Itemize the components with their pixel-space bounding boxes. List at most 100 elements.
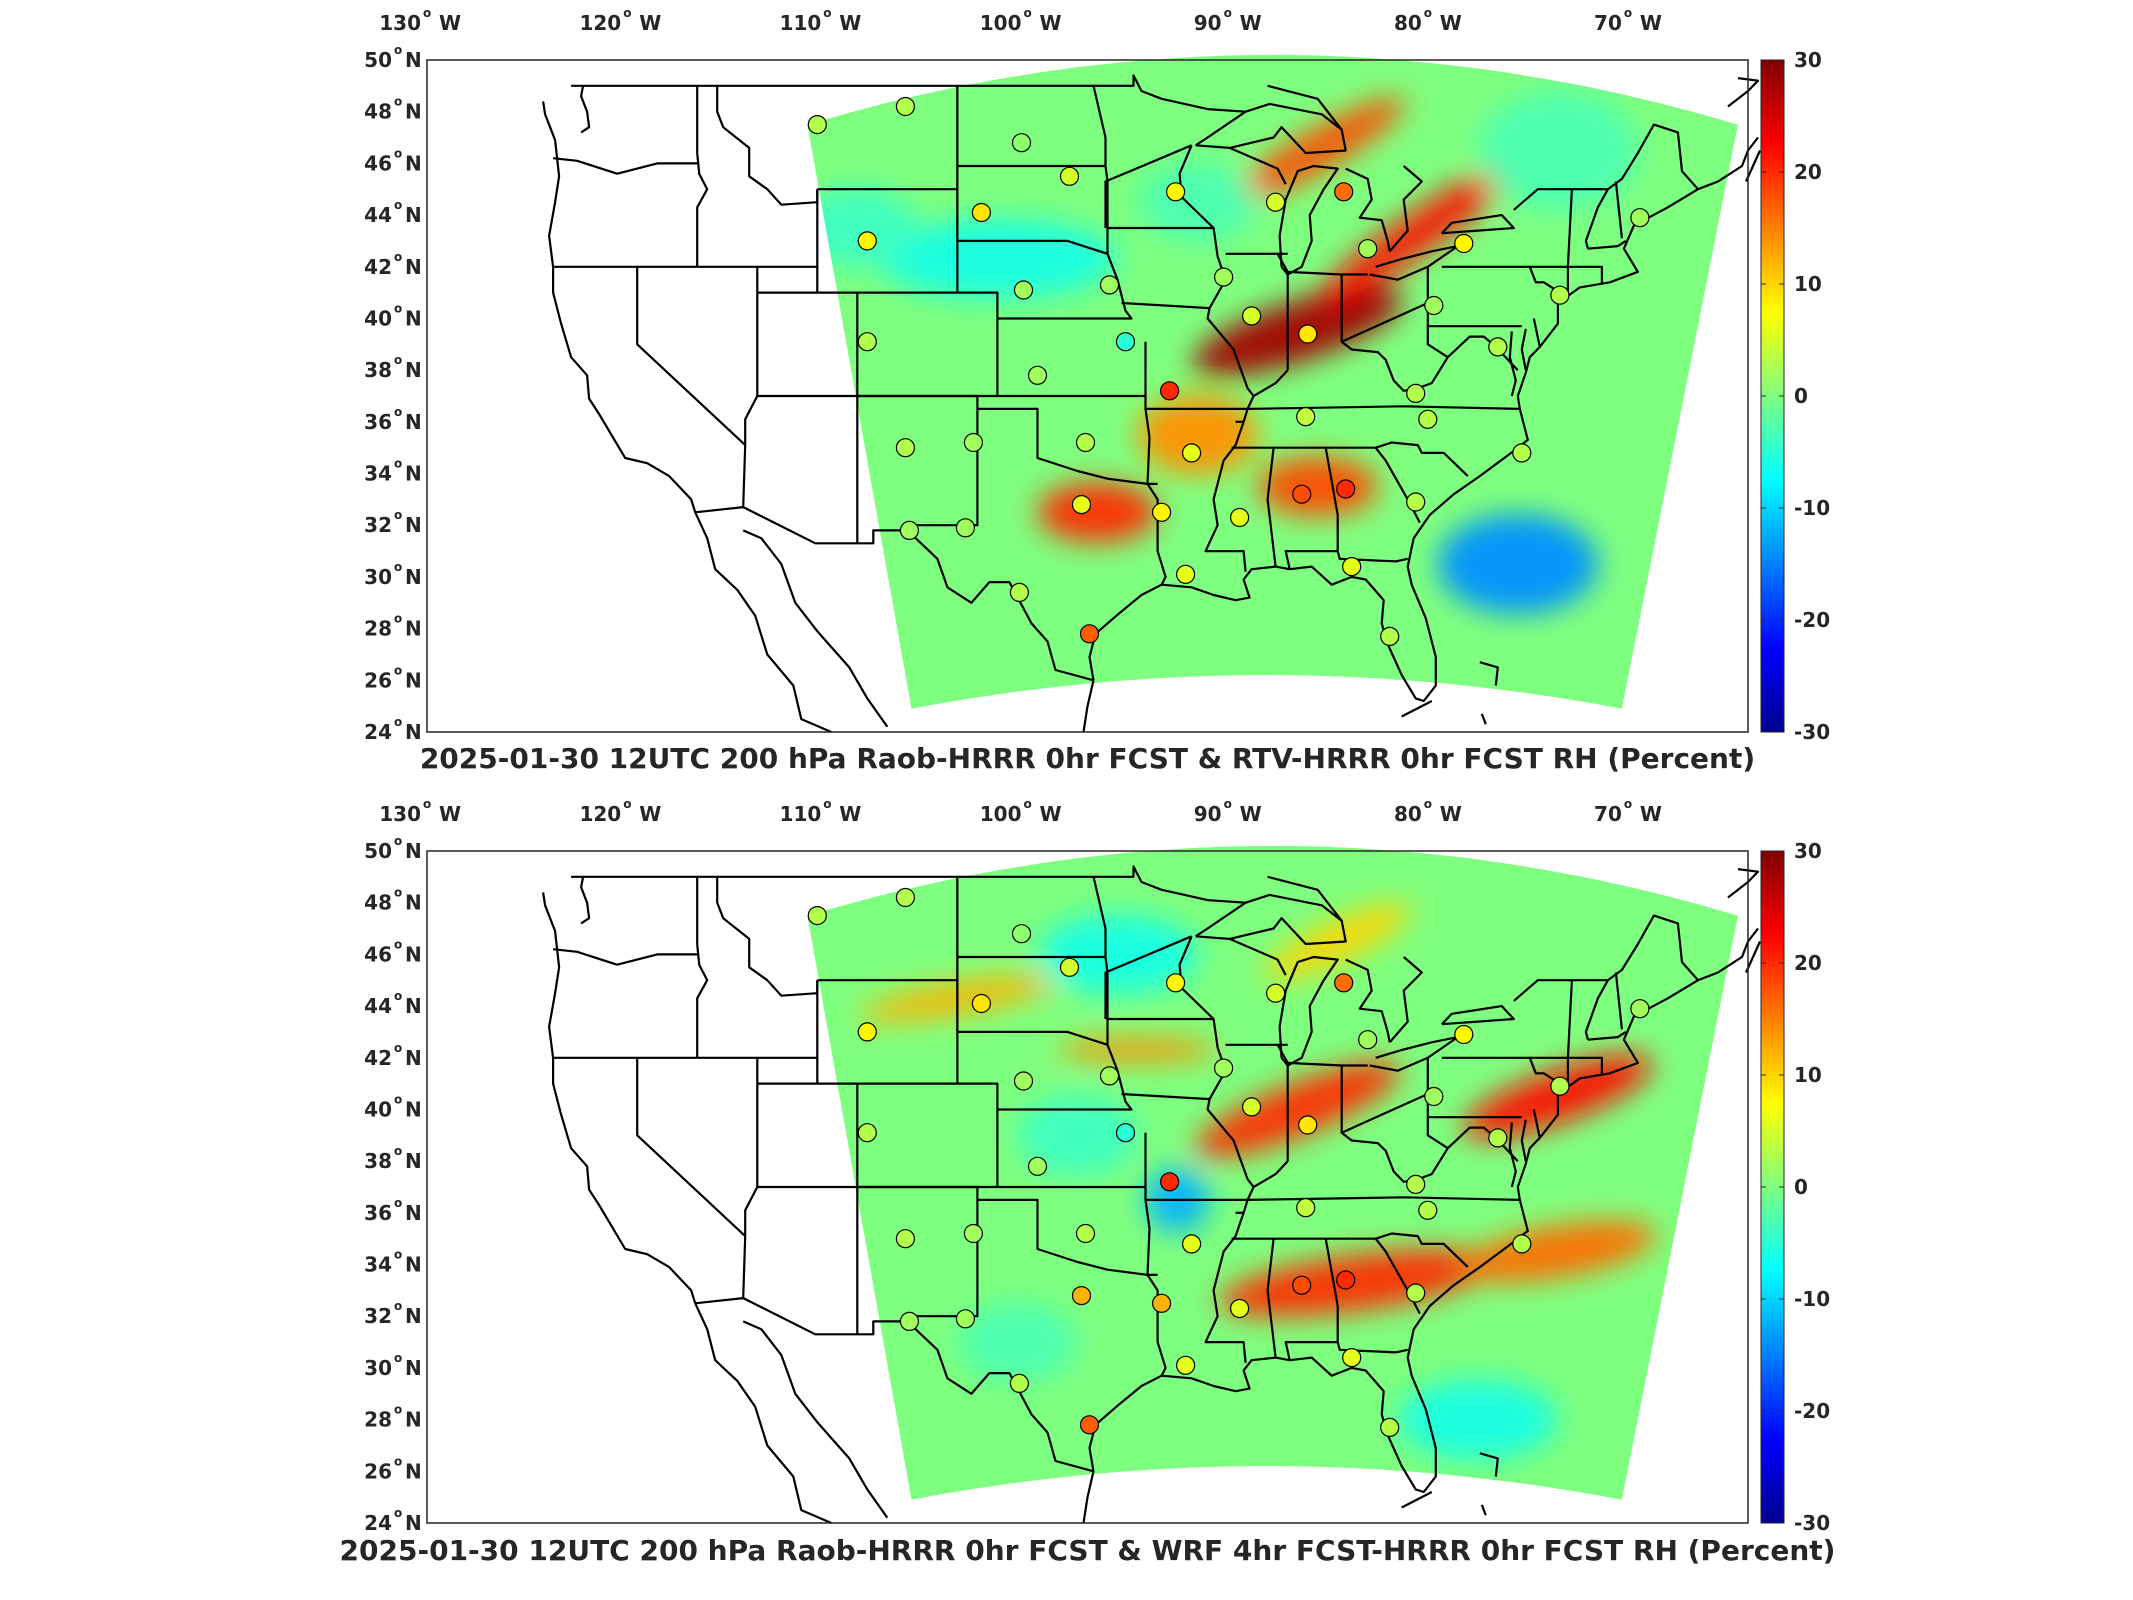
station-marker [1296, 407, 1316, 427]
map-panel-top: 130 o W 120 o W 110 o W 100 o W 90 o W 80 o W 70 o W24 o N26 o N… [364, 6, 1830, 775]
station-marker [1292, 484, 1312, 504]
station-marker [895, 438, 916, 458]
station-marker [1115, 332, 1136, 352]
station-marker [857, 1022, 877, 1042]
boundary-line [1144, 1132, 1151, 1275]
colorbar-tick-label: 0 [1794, 384, 1808, 408]
station-marker [1550, 1076, 1570, 1096]
station-marker [1406, 1174, 1426, 1195]
boundary-line [997, 253, 1133, 320]
lat-hemisphere: N [405, 668, 422, 692]
lon-tick-label: 70 [1594, 802, 1622, 826]
station-marker [971, 202, 992, 223]
domain-field [807, 54, 1738, 709]
station-marker [1075, 1223, 1096, 1244]
boundary-line [696, 85, 709, 267]
map-frame [426, 59, 1749, 733]
station-marker [807, 905, 827, 926]
degree-symbol: o [394, 612, 402, 626]
field-anomaly [1230, 97, 1405, 204]
lat-tick-label: 32 [364, 513, 392, 537]
lat-tick-label: 48 [364, 100, 392, 124]
station-marker [1175, 1355, 1196, 1375]
station-marker [1406, 383, 1426, 403]
boundary-line [1082, 1471, 1095, 1524]
boundary-line [997, 1044, 1133, 1111]
station-marker [1165, 973, 1186, 993]
lat-tick-label: 30 [364, 1356, 392, 1380]
boundary-line [1508, 331, 1517, 397]
station-marker [1454, 233, 1474, 254]
boundary-line [1532, 1109, 1541, 1139]
boundary-line [571, 74, 1246, 113]
lon-hemisphere: W [1240, 802, 1262, 826]
state-boundaries [542, 74, 1762, 734]
station-marker [1406, 1283, 1426, 1303]
station-marker [1151, 502, 1172, 522]
station-marker [1292, 1275, 1312, 1295]
station-marker [1229, 1298, 1250, 1319]
degree-symbol: o [394, 1454, 402, 1468]
station-marker [1336, 1270, 1356, 1290]
lat-hemisphere: N [405, 1098, 422, 1122]
lat-hemisphere: N [405, 1511, 422, 1535]
station-marker [1334, 182, 1354, 202]
boundary-line [1195, 893, 1347, 946]
boundary-line [1520, 328, 1527, 371]
colorbar-tick-label: 30 [1794, 839, 1822, 863]
lon-tick-label: 110 [780, 11, 822, 35]
degree-symbol: o [394, 937, 402, 951]
field-anomaly [1477, 90, 1638, 211]
lon-hemisphere: W [1640, 802, 1662, 826]
field-anomaly [957, 1302, 1078, 1383]
station-marker [971, 993, 992, 1014]
boundary-line [1479, 1452, 1499, 1477]
station-marker [955, 518, 976, 538]
lat-hemisphere: N [405, 100, 422, 124]
lat-hemisphere: N [405, 994, 422, 1018]
degree-symbol: o [394, 1248, 402, 1262]
lat-tick-label: 40 [364, 307, 392, 331]
degree-symbol: o [394, 353, 402, 367]
lat-tick-label: 26 [364, 1459, 392, 1483]
station-marker [1358, 1030, 1378, 1050]
station-marker [1159, 1172, 1180, 1192]
station-marker [1424, 1086, 1444, 1107]
boundary-line [1584, 188, 1609, 249]
boundary-line [1480, 713, 1487, 725]
station-marker [1159, 381, 1180, 401]
map-panel-bottom: 130 o W 120 o W 110 o W 100 o W 90 o W 80 o W 70 o W24 o N26 o N… [340, 797, 1836, 1567]
lon-tick-label: 70 [1594, 11, 1622, 35]
boundary-line [744, 266, 759, 446]
station-marker [1265, 192, 1286, 212]
boundary-line [1146, 483, 1167, 586]
boundary-line [1480, 1504, 1487, 1516]
colorbar-tick-label: 10 [1794, 1063, 1822, 1087]
boundary-line [552, 157, 698, 175]
field-anomaly [1257, 456, 1378, 517]
boundary-line [742, 445, 747, 508]
boundary-line [1278, 164, 1339, 276]
lat-tick-label: 48 [364, 891, 392, 915]
lat-hemisphere: N [405, 1149, 422, 1173]
panel-title: 2025-01-30 12UTC 200 hPa Raob-HRRR 0hr F… [420, 742, 1755, 775]
lat-hemisphere: N [405, 891, 422, 915]
lat-tick-label: 36 [364, 410, 392, 434]
degree-symbol: o [394, 302, 402, 316]
field-anomaly [1397, 1379, 1558, 1460]
degree-symbol: o [394, 663, 402, 677]
colorbar-tick-label: 20 [1794, 951, 1822, 975]
boundary-line [579, 876, 591, 925]
colorbar-ticks: 30 20 10 0 -10 -20 -30 [1761, 839, 1830, 1535]
lon-tick-label: 130 [379, 802, 421, 826]
boundary-line [716, 85, 819, 206]
lat-hemisphere: N [405, 203, 422, 227]
station-marker [1079, 1415, 1100, 1435]
field-anomaly [1037, 482, 1158, 543]
station-marker [1181, 443, 1202, 463]
lat-hemisphere: N [405, 462, 422, 486]
station-marker [857, 332, 877, 352]
raob-stations [807, 887, 1650, 1438]
boundary-line [1441, 1056, 1561, 1085]
station-marker [1424, 295, 1444, 316]
